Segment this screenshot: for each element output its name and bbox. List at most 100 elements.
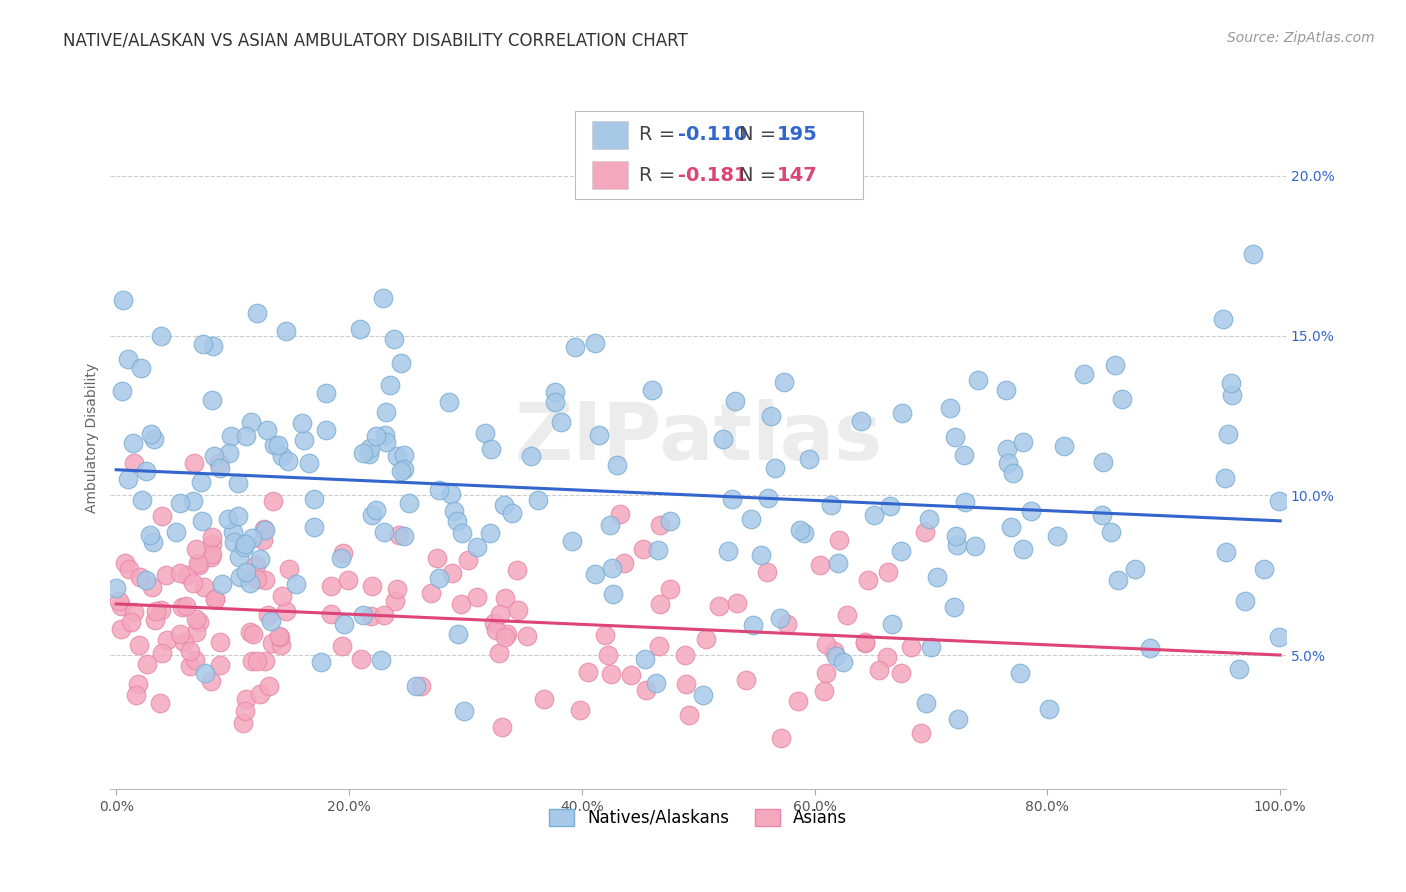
- Point: [1234, 594, 1257, 608]
- Point: [890, 665, 912, 680]
- Point: [427, 483, 450, 498]
- Point: [193, 336, 215, 351]
- Point: [963, 540, 986, 554]
- Point: [181, 494, 204, 508]
- Point: [814, 666, 837, 681]
- Point: [544, 384, 567, 399]
- Point: [494, 591, 516, 605]
- Point: [447, 626, 470, 640]
- Point: [373, 525, 395, 540]
- Point: [768, 611, 790, 625]
- Point: [249, 687, 271, 701]
- Point: [495, 627, 517, 641]
- Point: [659, 515, 682, 529]
- Point: [266, 438, 288, 452]
- Text: R =: R =: [640, 166, 682, 185]
- Point: [1001, 467, 1024, 481]
- Point: [564, 340, 586, 354]
- Point: [724, 394, 747, 409]
- Point: [228, 549, 250, 564]
- Point: [877, 565, 900, 579]
- Point: [364, 429, 387, 443]
- Point: [253, 654, 276, 668]
- Point: [1215, 471, 1237, 485]
- Point: [309, 655, 332, 669]
- Point: [868, 664, 890, 678]
- Point: [252, 533, 274, 548]
- Point: [170, 599, 193, 614]
- Point: [190, 475, 212, 489]
- Point: [233, 537, 256, 551]
- Point: [128, 638, 150, 652]
- Point: [544, 394, 567, 409]
- Point: [465, 590, 488, 604]
- Point: [451, 526, 474, 541]
- Point: [360, 608, 382, 623]
- Point: [201, 537, 224, 551]
- Point: [943, 430, 966, 444]
- Point: [150, 602, 173, 616]
- Point: [920, 640, 942, 654]
- Point: [150, 646, 173, 660]
- Point: [849, 414, 872, 428]
- Point: [1091, 455, 1114, 469]
- Point: [427, 571, 450, 585]
- Point: [336, 573, 359, 587]
- Point: [373, 607, 395, 622]
- Point: [277, 454, 299, 468]
- Point: [257, 679, 280, 693]
- Point: [382, 332, 405, 346]
- Point: [450, 597, 472, 611]
- Point: [440, 487, 463, 501]
- Point: [239, 575, 262, 590]
- Point: [645, 676, 668, 690]
- Point: [187, 557, 209, 571]
- Point: [193, 580, 215, 594]
- Point: [605, 458, 627, 472]
- Point: [392, 529, 415, 543]
- Point: [389, 464, 412, 478]
- Point: [240, 531, 263, 545]
- Point: [110, 599, 132, 614]
- Point: [695, 632, 717, 647]
- Point: [200, 550, 222, 565]
- Point: [142, 535, 165, 549]
- Point: [900, 640, 922, 654]
- Point: [190, 514, 212, 528]
- Point: [173, 634, 195, 648]
- Point: [533, 691, 555, 706]
- Point: [890, 544, 912, 558]
- Point: [855, 635, 877, 649]
- Point: [675, 648, 697, 662]
- Point: [242, 627, 264, 641]
- Point: [631, 541, 654, 556]
- Point: [246, 306, 269, 320]
- Point: [357, 447, 380, 461]
- Point: [253, 522, 276, 536]
- Point: [239, 415, 262, 429]
- Point: [634, 652, 657, 666]
- Point: [129, 361, 152, 376]
- Point: [256, 424, 278, 438]
- Point: [315, 423, 337, 437]
- Point: [876, 650, 898, 665]
- Point: [333, 617, 356, 632]
- Point: [419, 586, 441, 600]
- Point: [378, 378, 401, 392]
- Point: [945, 529, 967, 543]
- Point: [479, 442, 502, 456]
- Text: NATIVE/ALASKAN VS ASIAN AMBULATORY DISABILITY CORRELATION CHART: NATIVE/ALASKAN VS ASIAN AMBULATORY DISAB…: [63, 31, 688, 49]
- Point: [141, 580, 163, 594]
- Point: [939, 401, 962, 415]
- Point: [302, 520, 325, 534]
- Point: [222, 535, 245, 549]
- Point: [740, 512, 762, 526]
- Point: [763, 461, 786, 475]
- Point: [176, 599, 198, 613]
- Point: [437, 394, 460, 409]
- Point: [786, 694, 808, 708]
- Point: [945, 538, 967, 552]
- Point: [609, 508, 631, 522]
- Point: [349, 651, 371, 665]
- Point: [467, 540, 489, 554]
